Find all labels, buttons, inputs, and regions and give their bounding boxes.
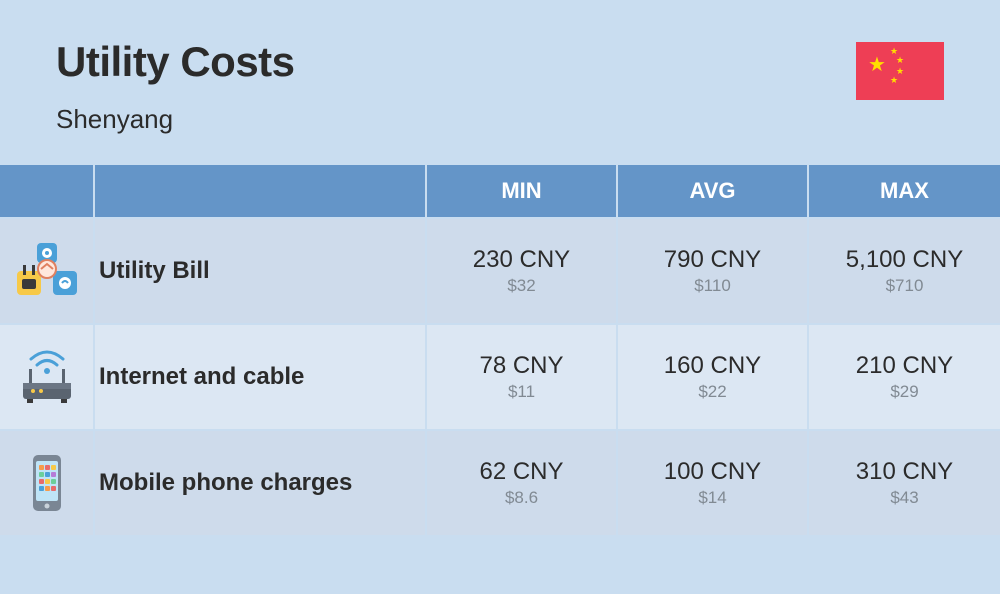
router-icon — [15, 345, 79, 409]
row-icon-cell — [0, 323, 95, 429]
page-subtitle: Shenyang — [56, 104, 295, 135]
th-avg: AVG — [618, 165, 809, 217]
val-sub: $8.6 — [505, 488, 538, 508]
table-header: MIN AVG MAX — [0, 165, 1000, 217]
th-label — [95, 165, 427, 217]
row-label: Internet and cable — [95, 323, 427, 429]
val-main: 160 CNY — [664, 352, 761, 380]
th-min: MIN — [427, 165, 618, 217]
val-sub: $29 — [890, 382, 918, 402]
row-label: Utility Bill — [95, 217, 427, 323]
val-main: 210 CNY — [856, 352, 953, 380]
costs-table: MIN AVG MAX — [0, 165, 1000, 535]
cell-max: 5,100 CNY $710 — [809, 217, 1000, 323]
val-main: 100 CNY — [664, 458, 761, 486]
phone-icon — [15, 451, 79, 515]
val-sub: $11 — [508, 382, 535, 402]
val-main: 790 CNY — [664, 246, 761, 274]
th-max: MAX — [809, 165, 1000, 217]
val-main: 310 CNY — [856, 458, 953, 486]
table-row: Utility Bill 230 CNY $32 790 CNY $110 5,… — [0, 217, 1000, 323]
china-flag-icon: ★ ★ ★ ★ ★ — [856, 42, 944, 100]
table-row: Internet and cable 78 CNY $11 160 CNY $2… — [0, 323, 1000, 429]
cell-avg: 790 CNY $110 — [618, 217, 809, 323]
table-row: Mobile phone charges 62 CNY $8.6 100 CNY… — [0, 429, 1000, 535]
row-label: Mobile phone charges — [95, 429, 427, 535]
val-sub: $14 — [698, 488, 726, 508]
th-icon — [0, 165, 95, 217]
cell-avg: 160 CNY $22 — [618, 323, 809, 429]
val-main: 230 CNY — [473, 246, 570, 274]
utility-icon — [15, 239, 79, 303]
cell-min: 78 CNY $11 — [427, 323, 618, 429]
val-main: 5,100 CNY — [846, 246, 963, 274]
cell-min: 62 CNY $8.6 — [427, 429, 618, 535]
header: Utility Costs Shenyang ★ ★ ★ ★ ★ — [0, 0, 1000, 165]
row-icon-cell — [0, 217, 95, 323]
val-sub: $32 — [507, 276, 535, 296]
val-sub: $110 — [694, 276, 731, 296]
row-icon-cell — [0, 429, 95, 535]
cell-max: 310 CNY $43 — [809, 429, 1000, 535]
page-title: Utility Costs — [56, 38, 295, 86]
val-sub: $43 — [890, 488, 918, 508]
table-body: Utility Bill 230 CNY $32 790 CNY $110 5,… — [0, 217, 1000, 535]
val-main: 78 CNY — [479, 352, 563, 380]
val-sub: $22 — [698, 382, 726, 402]
val-main: 62 CNY — [479, 458, 563, 486]
cell-min: 230 CNY $32 — [427, 217, 618, 323]
header-text: Utility Costs Shenyang — [56, 38, 295, 135]
val-sub: $710 — [886, 276, 924, 296]
cell-max: 210 CNY $29 — [809, 323, 1000, 429]
cell-avg: 100 CNY $14 — [618, 429, 809, 535]
